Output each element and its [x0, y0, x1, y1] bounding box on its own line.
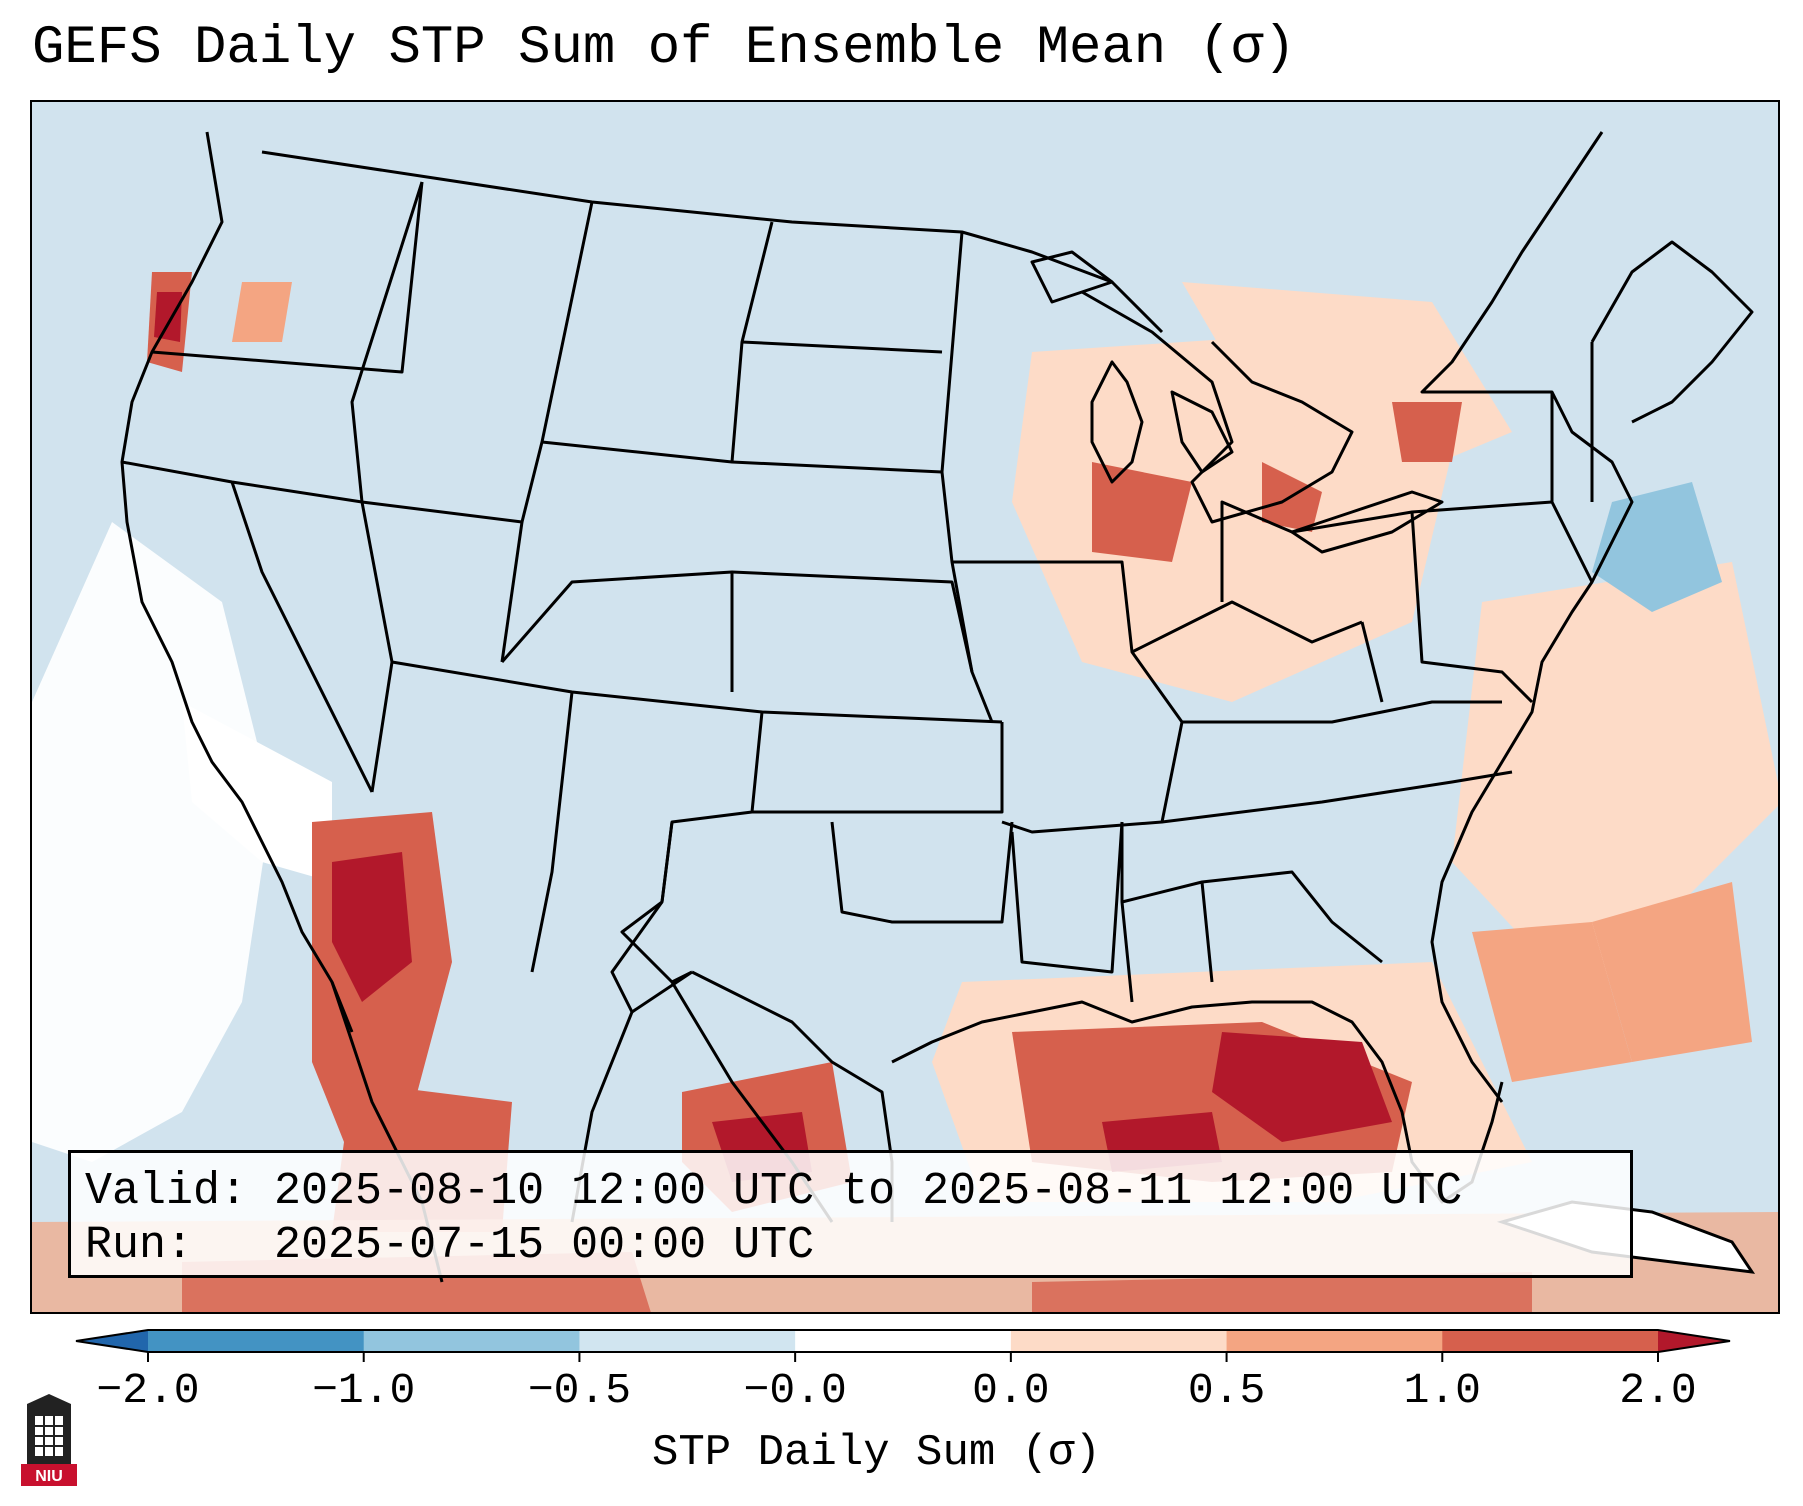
map-panel: [30, 100, 1780, 1314]
map-svg: [32, 131, 1778, 1312]
colorbar-bin: [579, 1330, 796, 1352]
valid-value: 2025-08-10 12:00 UTC to 2025-08-11 12:00…: [274, 1166, 1463, 1217]
logo-banner: [21, 1464, 77, 1486]
colorbar-label: STP Daily Sum (σ): [652, 1428, 1101, 1478]
colorbar-bin: [148, 1330, 365, 1352]
colorbar: [75, 1329, 1731, 1362]
colorbar-tick-label: 2.0: [1619, 1366, 1697, 1415]
colorbar-tick-label: 0.5: [1187, 1366, 1266, 1415]
colorbar-bin: [1226, 1330, 1443, 1352]
colorbar-bin: [1010, 1330, 1228, 1352]
colorbar-tick-label: −0.5: [527, 1366, 632, 1415]
chart-title: GEFS Daily STP Sum of Ensemble Mean (σ): [32, 18, 1296, 79]
run-label: Run:: [85, 1220, 194, 1271]
colorbar-extend-low: [76, 1330, 148, 1352]
valid-label: Valid:: [85, 1166, 248, 1217]
colorbar-bin: [795, 1330, 1012, 1352]
valid-run-info-box: Valid: 2025-08-10 12:00 UTC to 2025-08-1…: [68, 1150, 1633, 1278]
colorbar-tick-label: −1.0: [312, 1366, 416, 1415]
colorbar-tick-label: 0.0: [972, 1366, 1050, 1415]
run-value: 2025-07-15 00:00 UTC: [274, 1220, 815, 1271]
colorbar-bin: [1442, 1330, 1659, 1352]
logo-text: NIU: [35, 1468, 63, 1485]
niu-logo-icon: NIU: [21, 1394, 77, 1486]
logo-roof: [27, 1394, 71, 1404]
colorbar-tick-label: 1.0: [1403, 1366, 1481, 1415]
colorbar-bin: [363, 1330, 580, 1352]
colorbar-extend-high: [1658, 1330, 1730, 1352]
logo-grid: [35, 1416, 63, 1456]
colorbar-tick-label: −0.0: [743, 1366, 847, 1415]
colorbar-tick-label: −2.0: [96, 1366, 200, 1415]
